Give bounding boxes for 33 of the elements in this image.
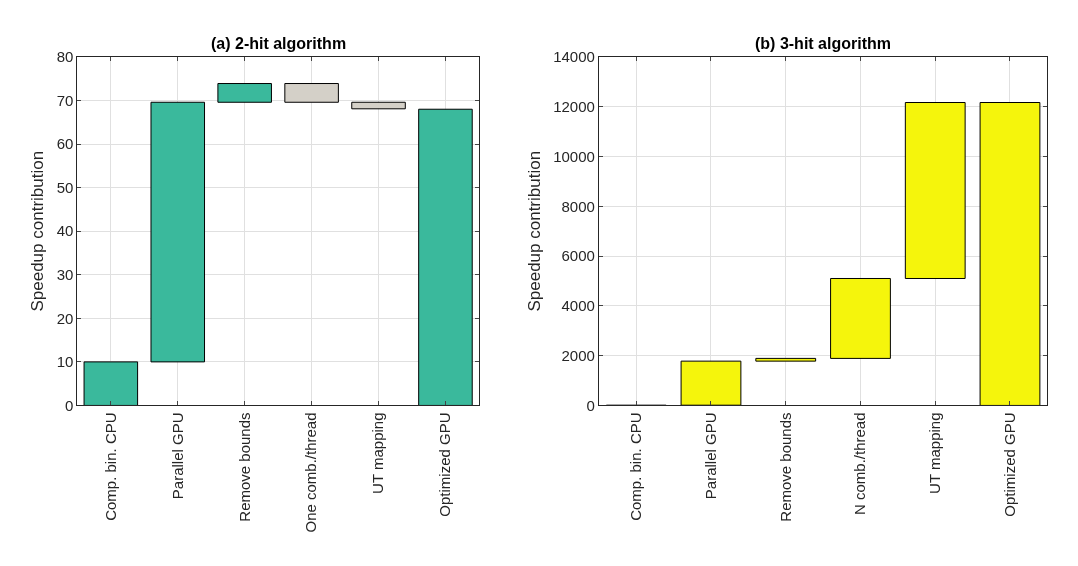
chart-title: (a) 2-hit algorithm bbox=[211, 35, 347, 52]
y-tick-label: 10 bbox=[56, 353, 74, 371]
y-tick-label: 20 bbox=[56, 309, 74, 327]
y-tick-label: 80 bbox=[56, 48, 74, 66]
y-axis-title: Speedup contribution bbox=[28, 150, 48, 312]
chart-title: (b) 3-hit algorithm bbox=[755, 35, 891, 52]
x-tick-label: N comb./thread bbox=[851, 412, 869, 515]
x-tick-label: Parallel GPU bbox=[168, 412, 186, 500]
x-tick-label: Comp. bin. CPU bbox=[101, 412, 119, 521]
y-tick-label: 70 bbox=[56, 91, 74, 109]
y-tick-label: 4000 bbox=[561, 297, 595, 315]
x-tick-label: UT mapping bbox=[369, 412, 387, 494]
x-tick-label: Parallel GPU bbox=[701, 412, 719, 500]
y-tick-label: 2000 bbox=[561, 346, 595, 364]
y-tick-label: 14000 bbox=[553, 48, 595, 66]
x-tick-label: Remove bounds bbox=[776, 412, 794, 522]
y-axis-title: Speedup contribution bbox=[524, 150, 544, 312]
y-tick-label: 30 bbox=[56, 266, 74, 284]
x-tick-label: Remove bounds bbox=[235, 412, 253, 522]
y-tick-label: 40 bbox=[56, 222, 74, 240]
y-tick-label: 50 bbox=[56, 178, 74, 196]
y-tick-label: 6000 bbox=[561, 247, 595, 265]
y-tick-label: 60 bbox=[56, 135, 74, 153]
y-tick-label: 8000 bbox=[561, 197, 595, 215]
y-tick-label: 0 bbox=[586, 396, 595, 414]
x-tick-label: UT mapping bbox=[926, 412, 944, 494]
y-tick-label: 0 bbox=[65, 396, 74, 414]
x-tick-label: Optimized GPU bbox=[436, 412, 454, 517]
x-tick-label: Optimized GPU bbox=[1000, 412, 1018, 517]
x-tick-label: Comp. bin. CPU bbox=[627, 412, 645, 521]
x-tick-label: One comb./thread bbox=[302, 412, 320, 533]
y-tick-label: 12000 bbox=[553, 97, 595, 115]
y-tick-label: 10000 bbox=[553, 147, 595, 165]
